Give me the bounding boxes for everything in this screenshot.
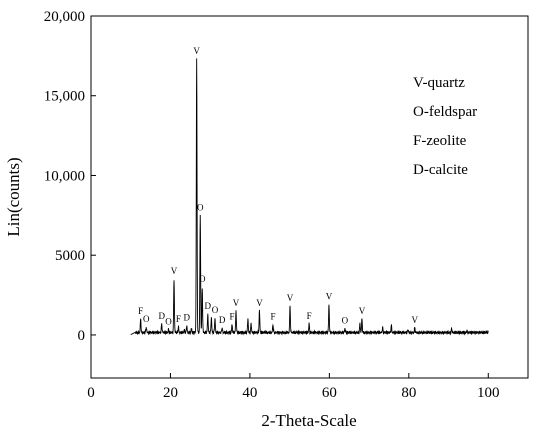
peak-label: F <box>138 306 143 316</box>
peak-label: O <box>199 274 206 284</box>
peak-label: D <box>205 301 212 311</box>
peak-label: D <box>158 311 165 321</box>
peak-label: V <box>233 298 240 308</box>
legend-item-calcite: D-calcite <box>413 162 468 178</box>
y-tick-label: 10,000 <box>44 168 85 184</box>
peak-label: V <box>256 298 263 308</box>
peak-label: D <box>219 315 226 325</box>
peak-label: O <box>342 316 349 326</box>
peak-label: O <box>197 202 204 212</box>
legend-item-feldspar: O-feldspar <box>413 104 477 120</box>
peak-label: V <box>171 266 178 276</box>
x-tick-label: 0 <box>87 385 95 401</box>
x-tick-label: 60 <box>322 385 337 401</box>
y-tick-label: 20,000 <box>44 9 85 25</box>
peak-label: O <box>143 314 150 324</box>
plot-frame <box>90 15 529 379</box>
legend-item-zeolite: F-zeolite <box>413 133 467 149</box>
peak-label: V <box>412 315 419 325</box>
peak-label: D <box>183 312 190 322</box>
x-axis-title: 2-Theta-Scale <box>261 411 356 430</box>
x-axis-ticks: 0 20 40 60 80 100 <box>87 373 500 401</box>
xrd-trace <box>130 58 489 336</box>
legend-item-quartz: V-quartz <box>413 75 465 91</box>
peak-label: F <box>230 312 235 322</box>
y-tick-label: 15,000 <box>44 89 85 105</box>
peak-label: V <box>326 292 333 302</box>
peak-label: V <box>287 293 294 303</box>
y-axis-ticks: 0 5000 10,000 15,000 20,000 <box>44 9 96 344</box>
x-tick-label: 80 <box>401 385 416 401</box>
peak-label: V <box>359 306 366 316</box>
x-tick-label: 40 <box>242 385 257 401</box>
peak-label: F <box>307 311 312 321</box>
y-tick-label: 5000 <box>55 248 85 264</box>
peak-label: O <box>212 305 219 315</box>
legend: V-quartz O-feldspar F-zeolite D-calcite <box>413 75 477 178</box>
peak-label: O <box>165 316 172 326</box>
peak-label: F <box>270 312 275 322</box>
x-tick-label: 20 <box>163 385 178 401</box>
y-tick-label: 0 <box>78 328 86 344</box>
y-axis-title: Lin(counts) <box>4 157 23 236</box>
peak-label: V <box>193 46 200 56</box>
x-tick-label: 100 <box>477 385 500 401</box>
peak-label: F <box>176 314 181 324</box>
